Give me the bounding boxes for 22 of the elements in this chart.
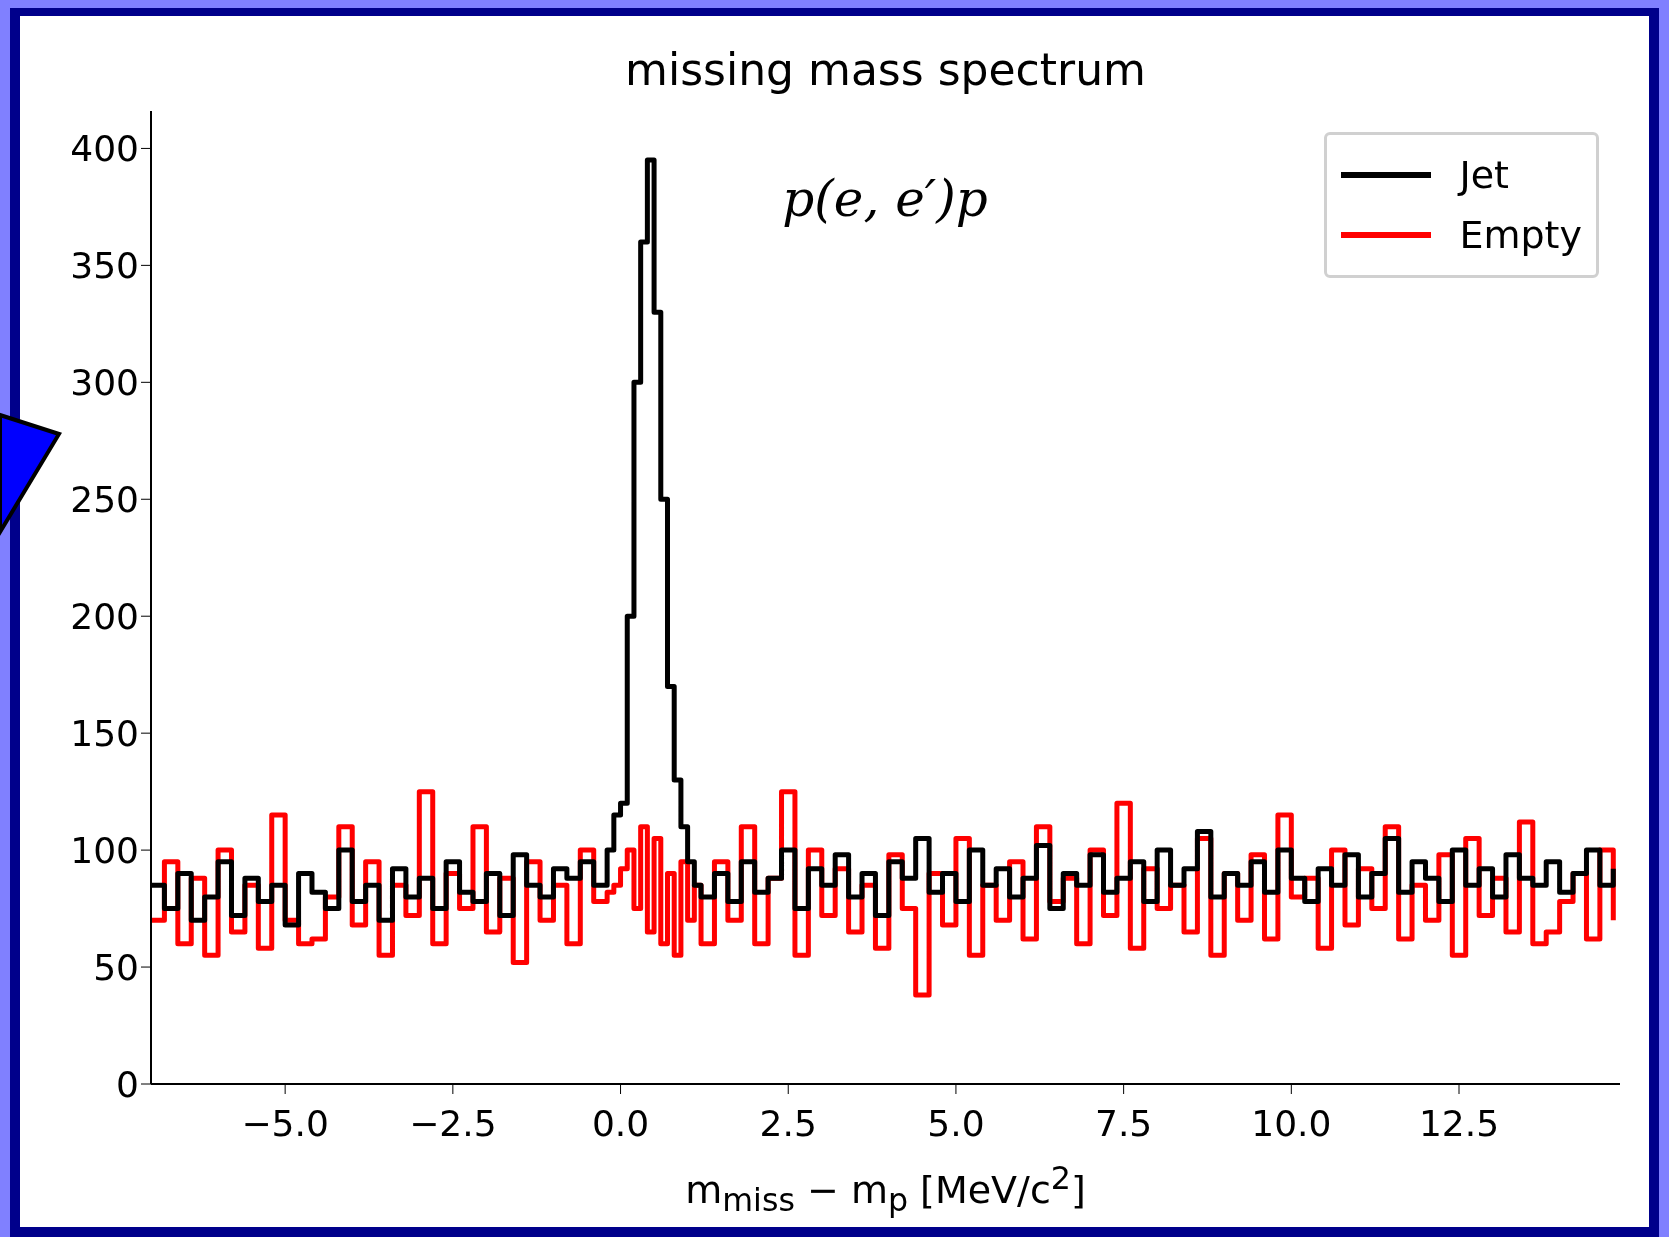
y-tick-label: 150 bbox=[70, 712, 139, 754]
x-axis-title: m$_{miss}$ − m$_{p}$ [MeV/c$^{2}$] bbox=[684, 1160, 1087, 1219]
x-tick-label: 12.5 bbox=[1418, 1102, 1500, 1144]
y-tick-label: 300 bbox=[70, 362, 139, 404]
x-tick-label: 5.0 bbox=[927, 1102, 985, 1144]
chart-title: missing mass spectrum bbox=[624, 44, 1147, 95]
x-tick-label: −5.0 bbox=[241, 1102, 329, 1144]
y-tick-label: 350 bbox=[70, 245, 139, 287]
y-tick-label: 400 bbox=[70, 128, 139, 170]
x-tick-label: −2.5 bbox=[409, 1102, 497, 1144]
x-tick-label: 7.5 bbox=[1094, 1102, 1153, 1144]
x-tick-label: 0.0 bbox=[591, 1102, 650, 1144]
y-tick-label: 200 bbox=[70, 595, 139, 637]
annotation: p(e, e′)p bbox=[781, 170, 989, 228]
y-tick-label: 100 bbox=[70, 829, 139, 871]
legend-label: Jet bbox=[1459, 153, 1509, 197]
y-tick-label: 250 bbox=[70, 479, 139, 521]
x-tick-label: 10.0 bbox=[1251, 1102, 1332, 1144]
legend-label: Empty bbox=[1459, 213, 1582, 257]
y-tick-label: 50 bbox=[93, 946, 139, 988]
y-tick-label: 0 bbox=[116, 1063, 139, 1105]
x-tick-label: 2.5 bbox=[759, 1102, 817, 1144]
